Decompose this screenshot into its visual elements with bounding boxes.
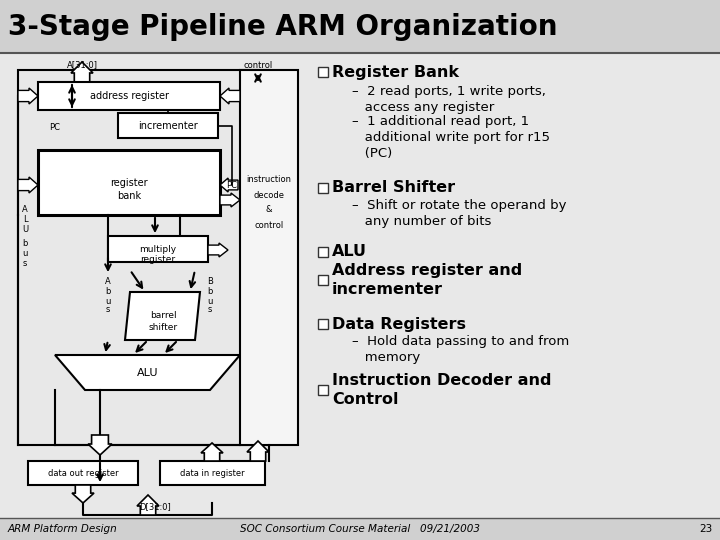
Polygon shape — [220, 193, 240, 207]
Text: Barrel Shifter: Barrel Shifter — [332, 180, 455, 195]
Text: shifter: shifter — [148, 322, 178, 332]
Text: PC: PC — [227, 180, 238, 190]
Bar — [28, 461, 138, 485]
Text: decode: decode — [253, 191, 284, 199]
Text: b: b — [105, 287, 111, 296]
Text: A: A — [105, 278, 111, 287]
Polygon shape — [220, 178, 238, 192]
Text: barrel: barrel — [150, 312, 176, 321]
Text: U: U — [22, 226, 28, 234]
Bar — [0, 0, 720, 53]
Text: SOC Consortium Course Material   09/21/2003: SOC Consortium Course Material 09/21/200… — [240, 524, 480, 534]
Text: ALU: ALU — [332, 245, 367, 260]
Text: u: u — [105, 296, 111, 306]
Text: A[31:0]: A[31:0] — [66, 60, 97, 70]
Polygon shape — [18, 88, 38, 104]
Polygon shape — [247, 441, 269, 461]
Text: bank: bank — [117, 191, 141, 201]
Text: s: s — [23, 260, 27, 268]
Text: 3-Stage Pipeline ARM Organization: 3-Stage Pipeline ARM Organization — [8, 13, 557, 41]
Bar — [318, 275, 328, 285]
Text: b: b — [22, 240, 27, 248]
Text: L: L — [23, 215, 27, 225]
Text: data in register: data in register — [180, 469, 244, 477]
Bar — [160, 461, 265, 485]
Text: Register Bank: Register Bank — [332, 64, 459, 79]
Text: PC: PC — [50, 123, 60, 132]
Text: –  Hold data passing to and from
   memory: – Hold data passing to and from memory — [352, 335, 570, 364]
Text: incrementer: incrementer — [138, 121, 198, 131]
Text: ALU: ALU — [138, 368, 158, 378]
Text: multiply: multiply — [140, 245, 176, 253]
Text: 23: 23 — [698, 524, 712, 534]
Text: s: s — [208, 306, 212, 314]
Bar — [38, 82, 220, 110]
Text: b: b — [207, 287, 212, 296]
Polygon shape — [55, 355, 240, 390]
Text: address register: address register — [89, 91, 168, 101]
Text: B: B — [207, 278, 213, 287]
Text: u: u — [22, 249, 27, 259]
Text: instruction: instruction — [246, 176, 292, 185]
Bar — [118, 113, 218, 138]
Bar — [18, 70, 270, 445]
Text: Data Registers: Data Registers — [332, 316, 466, 332]
Polygon shape — [71, 62, 93, 82]
Text: –  2 read ports, 1 write ports,
   access any register: – 2 read ports, 1 write ports, access an… — [352, 85, 546, 114]
Polygon shape — [125, 292, 200, 340]
Bar — [318, 183, 328, 193]
Text: D[31:0]: D[31:0] — [139, 503, 171, 511]
Text: Instruction Decoder and
Control: Instruction Decoder and Control — [332, 373, 552, 407]
Polygon shape — [137, 495, 159, 515]
Text: s: s — [106, 306, 110, 314]
Text: u: u — [207, 296, 212, 306]
Bar — [108, 236, 208, 262]
Polygon shape — [18, 177, 38, 193]
Text: ARM Platform Design: ARM Platform Design — [8, 524, 118, 534]
Polygon shape — [201, 443, 223, 461]
Text: –  Shift or rotate the operand by
   any number of bits: – Shift or rotate the operand by any num… — [352, 199, 567, 228]
Bar — [318, 319, 328, 329]
Text: A: A — [22, 206, 28, 214]
Bar — [318, 385, 328, 395]
Text: –  1 additional read port, 1
   additional write port for r15
   (PC): – 1 additional read port, 1 additional w… — [352, 116, 550, 160]
Text: register: register — [110, 178, 148, 188]
Polygon shape — [220, 88, 240, 104]
Text: Address register and
incrementer: Address register and incrementer — [332, 263, 522, 297]
Bar — [240, 70, 298, 445]
Text: register: register — [140, 255, 176, 265]
Bar — [38, 150, 220, 215]
Polygon shape — [88, 435, 112, 455]
Bar — [0, 518, 720, 540]
Polygon shape — [208, 243, 228, 257]
Polygon shape — [72, 485, 94, 503]
Bar — [318, 67, 328, 77]
Text: &: & — [266, 206, 272, 214]
Bar — [318, 247, 328, 257]
Text: control: control — [254, 220, 284, 230]
Text: control: control — [243, 60, 273, 70]
Text: data out register: data out register — [48, 469, 118, 477]
